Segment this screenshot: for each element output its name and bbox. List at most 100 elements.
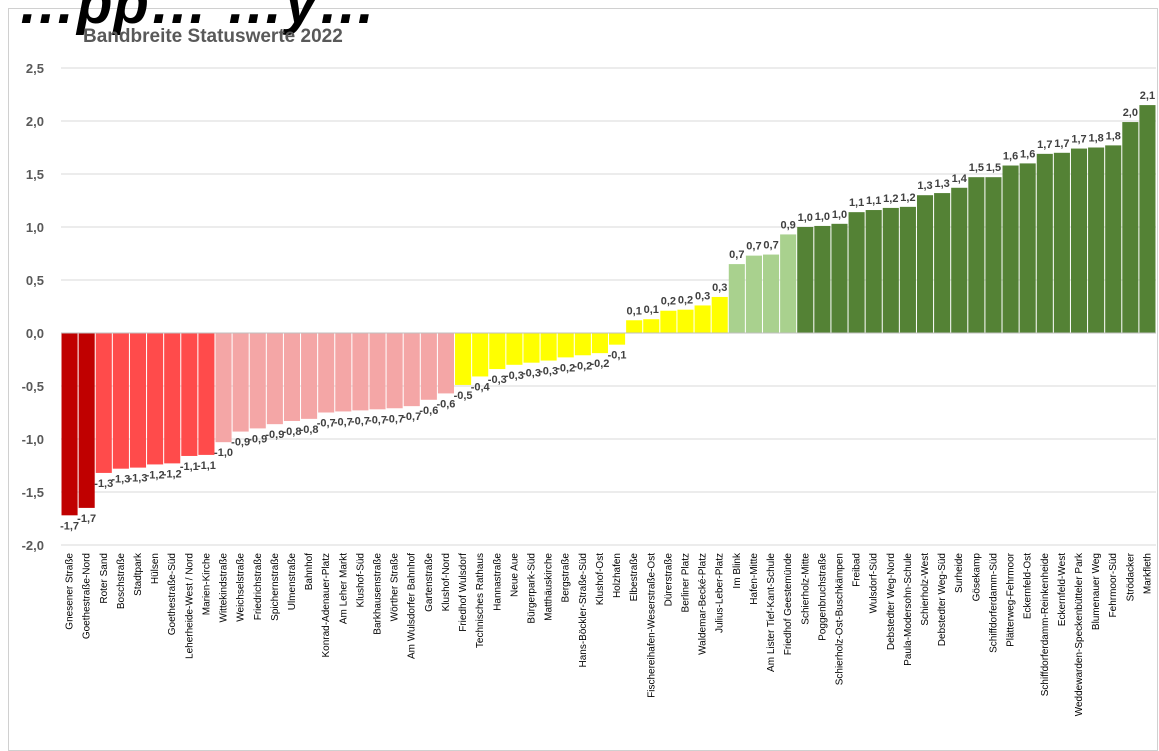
bar: [283, 333, 301, 421]
category-label: Hans-Böckler-Straße-Süd: [578, 553, 589, 667]
category-label: Goethestraße-Süd: [167, 553, 178, 635]
data-label: 1,2: [900, 192, 915, 204]
category-label: Klushof-Nord: [441, 553, 452, 611]
data-label: -0,7: [351, 415, 370, 427]
bar: [1070, 148, 1088, 333]
bar: [985, 177, 1002, 333]
y-tick-label: -1,0: [22, 432, 44, 447]
category-label: Klushof-Süd: [355, 553, 366, 607]
bar: [762, 254, 780, 333]
data-label: -1,3: [94, 478, 113, 490]
bar: [574, 333, 591, 356]
y-tick-label: 1,0: [26, 220, 44, 235]
bar: [95, 333, 112, 473]
category-label: Spichernstraße: [270, 553, 281, 621]
bar: [1088, 147, 1105, 333]
bar: [523, 333, 540, 363]
bar: [1122, 122, 1139, 333]
bar: [643, 319, 660, 333]
data-label: 1,3: [917, 180, 932, 192]
bar: [1105, 145, 1122, 333]
category-label: Friedhof Wulsdorf: [458, 553, 469, 632]
category-label: Eckernfeld-Ost: [1023, 553, 1034, 619]
data-label: -0,3: [505, 370, 524, 382]
category-label: Boschstraße: [116, 553, 127, 610]
data-label: -0,3: [539, 366, 558, 378]
category-label: Barkhausenstraße: [373, 553, 384, 635]
category-label: Konrad-Adenauer-Platz: [321, 553, 332, 658]
category-label: Gösekamp: [971, 553, 982, 602]
category-label: Am Wulsdorfer Bahnhof: [407, 553, 418, 659]
data-label: -1,1: [197, 460, 216, 472]
category-label: Elbestraße: [629, 553, 640, 602]
data-label: -0,5: [454, 390, 473, 402]
category-label: Eckernfeld-West: [1057, 553, 1068, 626]
bar: [899, 206, 916, 333]
bar: [147, 333, 164, 465]
category-label: Waldemar-Becké-Platz: [698, 553, 709, 655]
data-label: -0,3: [522, 368, 541, 380]
category-label: Wulsdorf-Süd: [869, 553, 880, 613]
bar: [369, 333, 386, 410]
bar: [318, 333, 335, 413]
data-label: 0,1: [644, 304, 659, 316]
bar: [728, 264, 745, 333]
category-label: Schierholz-West: [920, 553, 931, 626]
data-label: 1,5: [986, 162, 1001, 174]
bar: [489, 333, 506, 370]
bar: [1036, 153, 1053, 333]
bar: [934, 193, 951, 333]
y-tick-label: -1,5: [22, 485, 44, 500]
bar: [951, 187, 968, 333]
y-tick-label: 0,0: [26, 326, 44, 341]
bar: [129, 333, 147, 468]
y-tick-label: -0,5: [22, 379, 44, 394]
data-label: 1,0: [832, 209, 847, 221]
data-label: -0,6: [419, 405, 438, 417]
category-label: Am Leher Markt: [338, 553, 349, 624]
data-label: 1,7: [1037, 139, 1052, 151]
data-label: -0,8: [282, 426, 301, 438]
category-label: Bahnhof: [304, 553, 315, 590]
bar: [694, 305, 711, 333]
bar: [865, 210, 882, 333]
data-label: -1,7: [60, 520, 79, 532]
data-label: -0,1: [608, 350, 627, 362]
category-label: Debstedter Weg-Nord: [886, 553, 897, 650]
category-label: Schiffdorferdamm-Reinkenheide: [1040, 553, 1051, 697]
category-label: Klushof-Ost: [595, 553, 606, 605]
category-label: Bergstraße: [561, 553, 572, 603]
bar: [557, 333, 574, 358]
data-label: -0,6: [436, 398, 455, 410]
bar: [61, 333, 78, 516]
bar: [232, 333, 249, 432]
category-label: Blumenauer Weg: [1091, 553, 1102, 630]
data-label: -0,4: [471, 381, 491, 393]
bar: [780, 234, 797, 333]
data-label: 1,7: [1071, 134, 1086, 146]
y-tick-label: 2,0: [26, 114, 44, 129]
y-tick-label: 2,5: [26, 61, 44, 76]
data-label: 1,0: [798, 212, 813, 224]
data-label: -1,1: [180, 461, 199, 473]
bar: [882, 207, 899, 333]
data-label: -1,2: [163, 468, 182, 480]
category-label: Berliner Platz: [680, 553, 691, 612]
category-label: Debstedter Weg-Süd: [937, 553, 948, 646]
data-label: -1,3: [129, 473, 148, 485]
data-label: -0,2: [573, 360, 592, 372]
category-label: Wörther Straße: [390, 553, 401, 622]
bar: [711, 296, 728, 333]
category-label: Matthäuskirche: [544, 553, 555, 621]
category-label: Weddewarden-Speckenbütteler Park: [1074, 552, 1085, 716]
category-label: Marien-Kirche: [201, 553, 212, 616]
data-label: -0,9: [231, 437, 250, 449]
data-label: 0,3: [695, 290, 710, 302]
y-tick-label: 1,5: [26, 167, 44, 182]
category-label: Gartenstraße: [424, 553, 435, 612]
bar: [677, 309, 694, 333]
category-label: Gnesener Straße: [65, 553, 76, 630]
data-label: -0,7: [334, 416, 353, 428]
category-label: Im Blink: [732, 552, 743, 589]
